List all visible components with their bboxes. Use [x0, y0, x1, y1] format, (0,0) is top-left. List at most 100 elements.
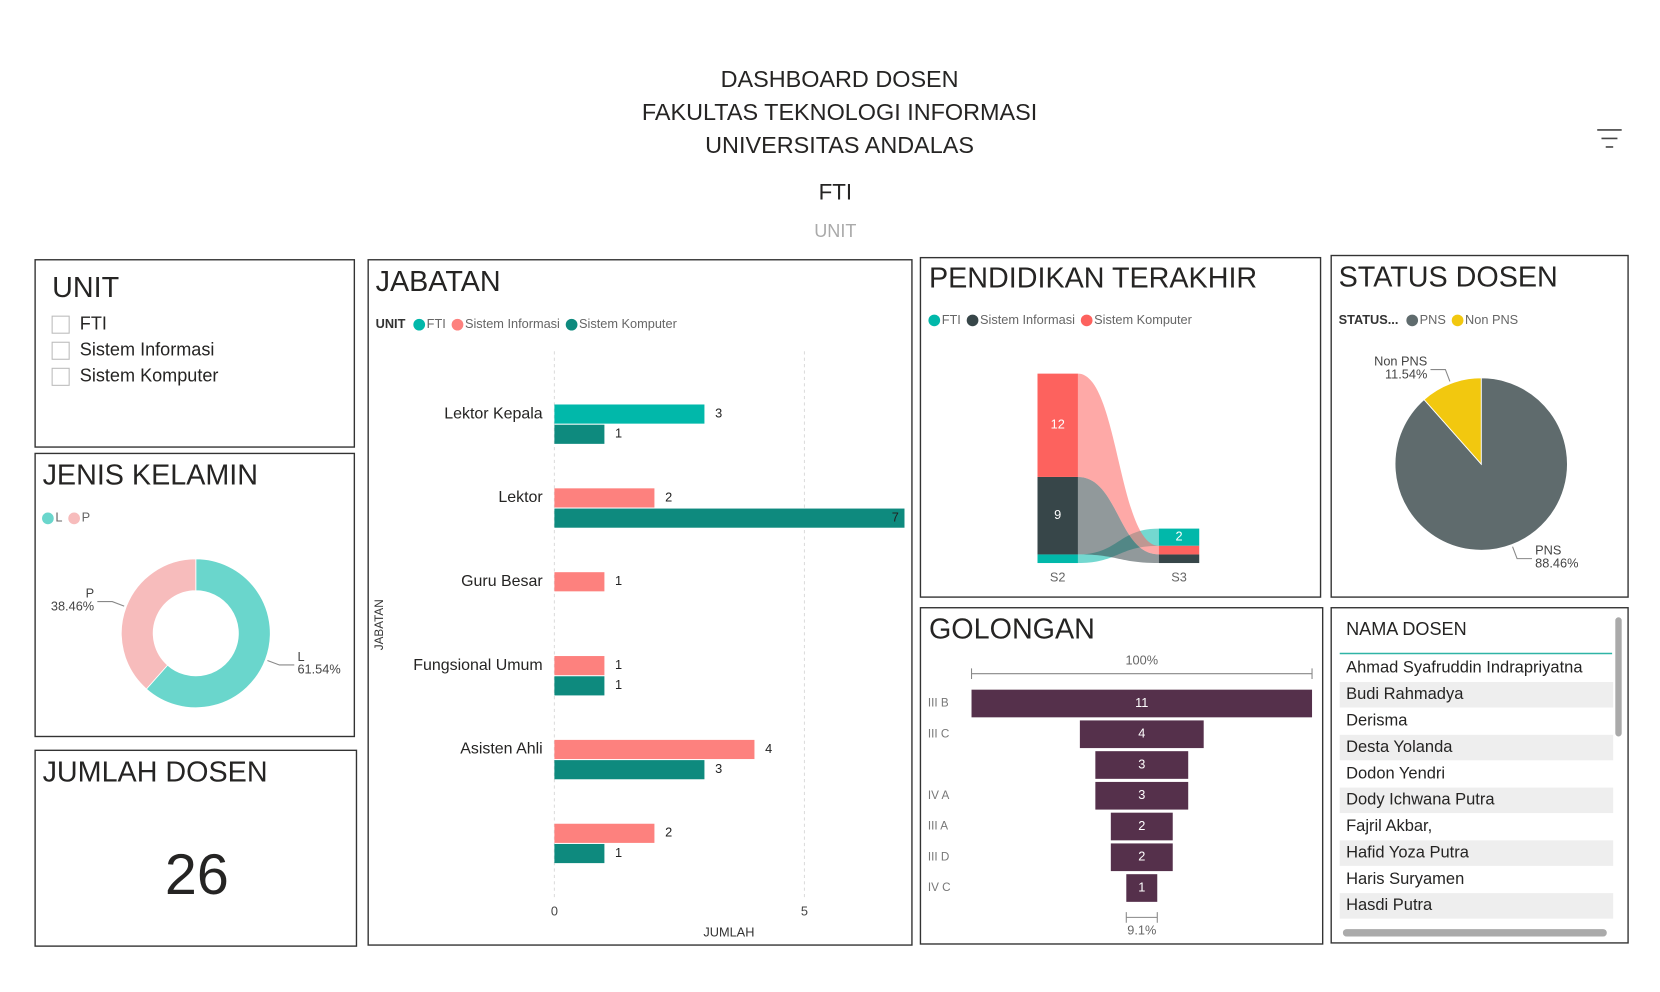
table-header: NAMA DOSEN [1346, 619, 1467, 639]
chart-title: PENDIDIKAN TERAKHIR [929, 263, 1257, 295]
legend-label: FTI [942, 312, 961, 327]
x-tick-label: S2 [1050, 569, 1066, 584]
slice-category: Non PNS [1374, 353, 1427, 368]
funnel-bar [1095, 781, 1189, 810]
scrollbar-v[interactable] [1615, 617, 1622, 737]
segment-label: 9 [1054, 507, 1061, 522]
y-tick-label: Lektor [498, 489, 543, 506]
filter-icon[interactable] [1597, 129, 1622, 148]
bar-value-label: 1 [615, 426, 622, 441]
ribbon [1077, 373, 1159, 555]
funnel-bar [1079, 720, 1204, 749]
scrollbar-h[interactable] [1342, 929, 1607, 937]
ribbon-segment [1037, 476, 1078, 555]
slicer-item: Sistem Informasi [80, 340, 215, 360]
y-tick-label: Guru Besar [461, 573, 543, 590]
leader-line [1512, 546, 1532, 560]
slice-label: 38.46% [51, 598, 94, 613]
funnel-category: IV A [928, 789, 950, 802]
funnel-bar [1110, 843, 1173, 872]
bar-value-label: 1 [615, 657, 622, 672]
table-cell: Ahmad Syafruddin Indrapriyatna [1346, 659, 1583, 677]
slice-category: P [86, 585, 95, 600]
bar [554, 488, 655, 508]
segment-label: 2 [1175, 529, 1182, 544]
table-cell: Hasdi Putra [1346, 896, 1433, 914]
checkbox[interactable] [51, 367, 70, 386]
legend-label: PNS [1420, 312, 1446, 327]
legend-label: Sistem Informasi [465, 316, 560, 331]
legend-label: P [82, 510, 91, 525]
x-axis-label: JUMLAH [703, 925, 754, 940]
bar-value-label: 1 [615, 677, 622, 692]
leader-line [97, 601, 125, 607]
table-cell: Dody Ichwana Putra [1346, 791, 1495, 809]
ribbon-segment [1158, 545, 1200, 555]
funnel-value-label: 2 [1138, 849, 1145, 864]
ribbon-segment [1037, 373, 1078, 477]
title-line: UNIVERSITAS ANDALAS [705, 132, 974, 158]
funnel-value-label: 3 [1138, 787, 1145, 802]
row-stripe [1339, 682, 1614, 708]
title-line: FAKULTAS TEKNOLOGI INFORMASI [642, 99, 1037, 125]
bar-value-label: 4 [765, 741, 772, 756]
checkbox[interactable] [51, 341, 70, 360]
bar [554, 843, 605, 864]
bar [554, 676, 605, 696]
conversion-bracket [970, 668, 1313, 680]
bar [554, 572, 605, 592]
funnel-value-label: 4 [1138, 726, 1145, 741]
funnel-category: III D [928, 850, 949, 863]
bar-value-label: 3 [715, 761, 722, 776]
bar [554, 656, 605, 676]
slicer-title: UNIT [52, 272, 119, 304]
count-panel [34, 749, 358, 947]
unit-filter-label: UNIT [814, 221, 856, 241]
legend-label: Sistem Komputer [1094, 312, 1193, 327]
bar [554, 508, 905, 528]
conversion-bracket [1125, 912, 1158, 923]
legend-title: STATUS... [1339, 312, 1399, 327]
slice [145, 558, 271, 709]
legend-swatch [565, 318, 578, 331]
legend-swatch [42, 512, 54, 525]
slice-category: L [297, 649, 304, 664]
ribbon-segment [1037, 554, 1078, 564]
chart-title: STATUS DOSEN [1339, 262, 1558, 294]
bar [554, 739, 755, 760]
legend-swatch [413, 318, 426, 331]
bar-value-label: 2 [665, 489, 672, 504]
bar-value-label: 2 [665, 825, 672, 840]
legend-label: Sistem Informasi [980, 312, 1075, 327]
checkbox[interactable] [51, 315, 70, 334]
slicer-item: Sistem Komputer [80, 366, 219, 386]
slice [1423, 377, 1482, 466]
funnel-category: IV C [928, 881, 951, 894]
card-value: 26 [165, 843, 229, 907]
chart-title: JABATAN [376, 266, 501, 298]
x-tick-label: 0 [551, 903, 558, 918]
bar [554, 823, 655, 843]
chart-title: JENIS KELAMIN [43, 459, 258, 491]
leader-line [267, 659, 295, 666]
legend-title: UNIT [376, 316, 406, 331]
table-cell: Derisma [1346, 712, 1408, 730]
conversion-label: 9.1% [1127, 923, 1156, 938]
conversion-label: 100% [1125, 652, 1158, 667]
funnel-bar [1110, 812, 1173, 841]
funnel-category: III A [928, 820, 948, 833]
table-cell: Dodon Yendri [1346, 764, 1445, 782]
x-tick-label: 5 [801, 903, 808, 918]
bar-value-label: 7 [892, 510, 899, 525]
table-cell: Hafid Yoza Putra [1346, 843, 1470, 861]
x-tick-label: S3 [1171, 569, 1187, 584]
y-tick-label: Fungsional Umum [413, 657, 542, 674]
funnel-value-label: 3 [1138, 756, 1145, 771]
bar [554, 404, 705, 424]
ribbon-segment [1158, 554, 1200, 564]
pendidikan-panel [919, 256, 1322, 598]
y-tick-label: Asisten Ahli [460, 741, 542, 758]
funnel-value-label: 1 [1138, 879, 1145, 894]
